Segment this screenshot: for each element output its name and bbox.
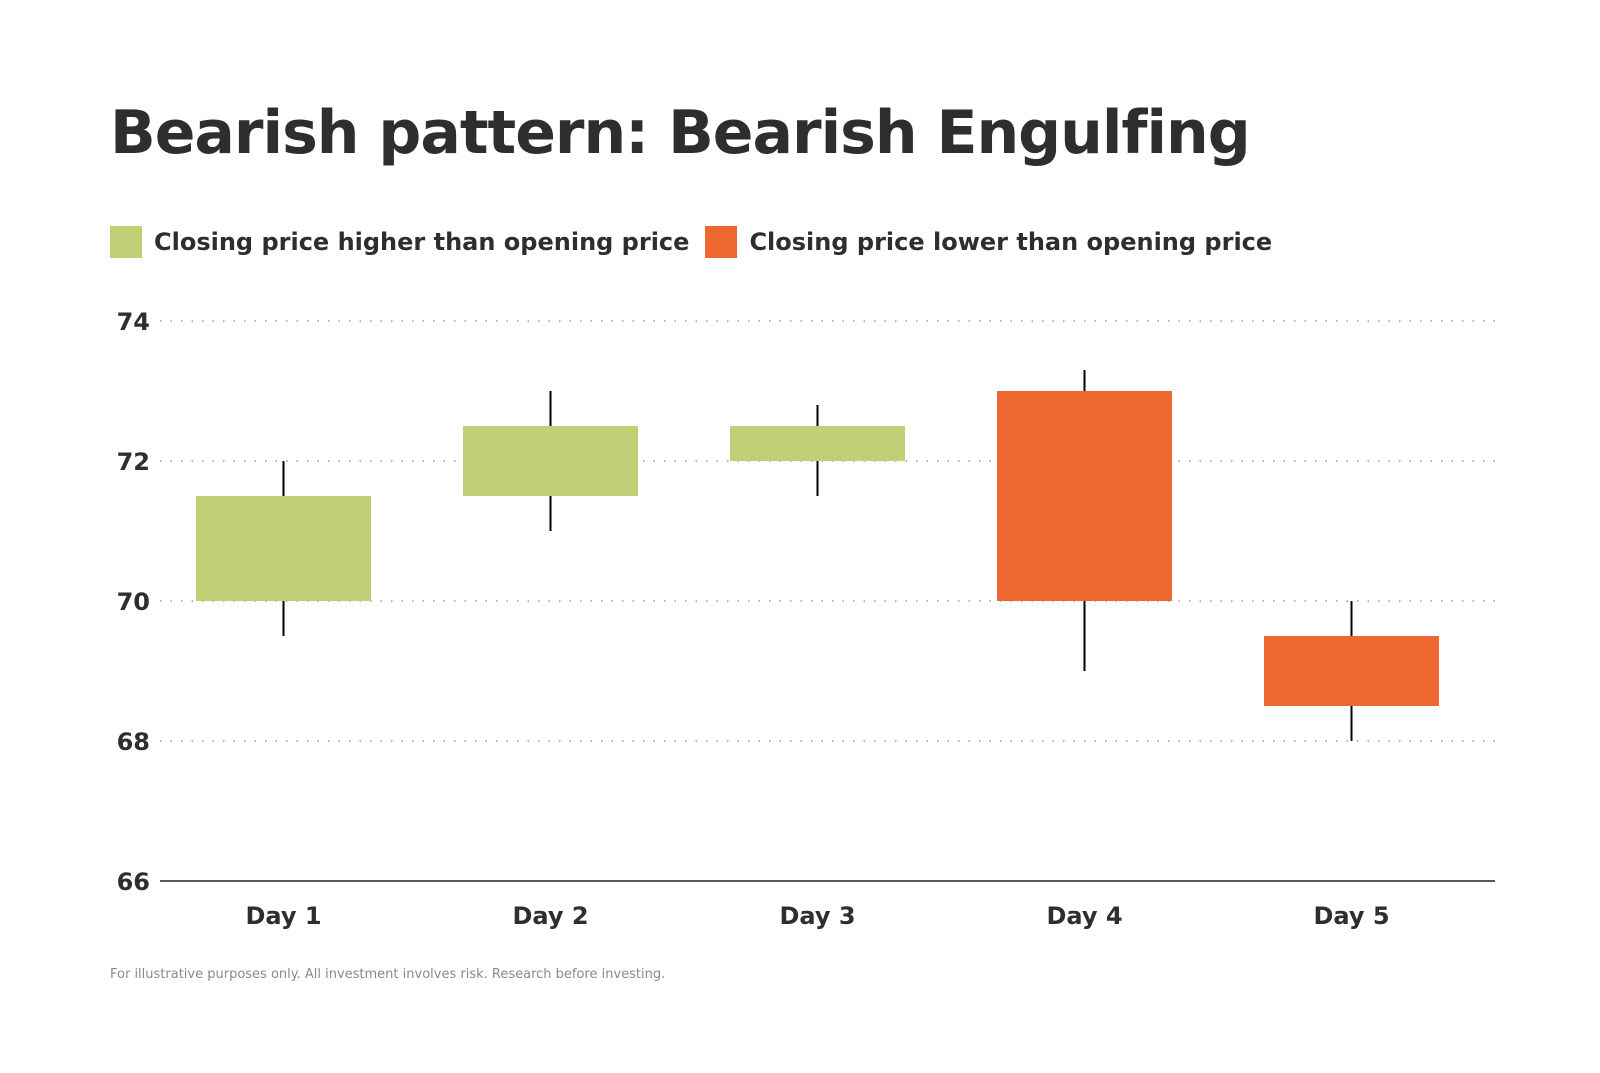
candle-body — [1264, 636, 1439, 706]
candle-body — [463, 426, 638, 496]
x-tick-label: Day 4 — [1046, 902, 1122, 930]
candle-body — [196, 496, 371, 601]
legend: Closing price higher than opening price … — [110, 226, 1288, 258]
legend-item-down: Closing price lower than opening price — [705, 226, 1272, 258]
legend-swatch-down — [705, 226, 738, 258]
x-tick-label: Day 2 — [512, 902, 588, 930]
legend-label-up: Closing price higher than opening price — [154, 228, 690, 256]
y-tick-label: 70 — [117, 588, 150, 616]
candle-body — [730, 426, 905, 461]
legend-label-down: Closing price lower than opening price — [749, 228, 1273, 256]
x-tick-label: Day 5 — [1313, 902, 1389, 930]
y-tick-label: 66 — [117, 868, 150, 896]
y-tick-label: 72 — [117, 448, 150, 476]
candle-body — [997, 391, 1172, 601]
footnote: For illustrative purposes only. All inve… — [110, 967, 666, 982]
x-tick-label: Day 1 — [245, 902, 321, 930]
y-tick-label: 68 — [117, 728, 150, 756]
x-tick-label: Day 3 — [779, 902, 855, 930]
legend-swatch-up — [110, 226, 142, 258]
legend-item-up: Closing price higher than opening price — [110, 226, 689, 258]
chart-title: Bearish pattern: Bearish Engulfing — [110, 98, 1251, 168]
y-tick-label: 74 — [117, 308, 150, 336]
